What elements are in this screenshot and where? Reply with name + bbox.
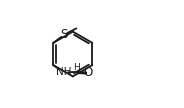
- Text: NH: NH: [56, 67, 71, 77]
- Text: H: H: [74, 63, 80, 72]
- Text: S: S: [60, 28, 68, 41]
- Text: O: O: [84, 66, 93, 79]
